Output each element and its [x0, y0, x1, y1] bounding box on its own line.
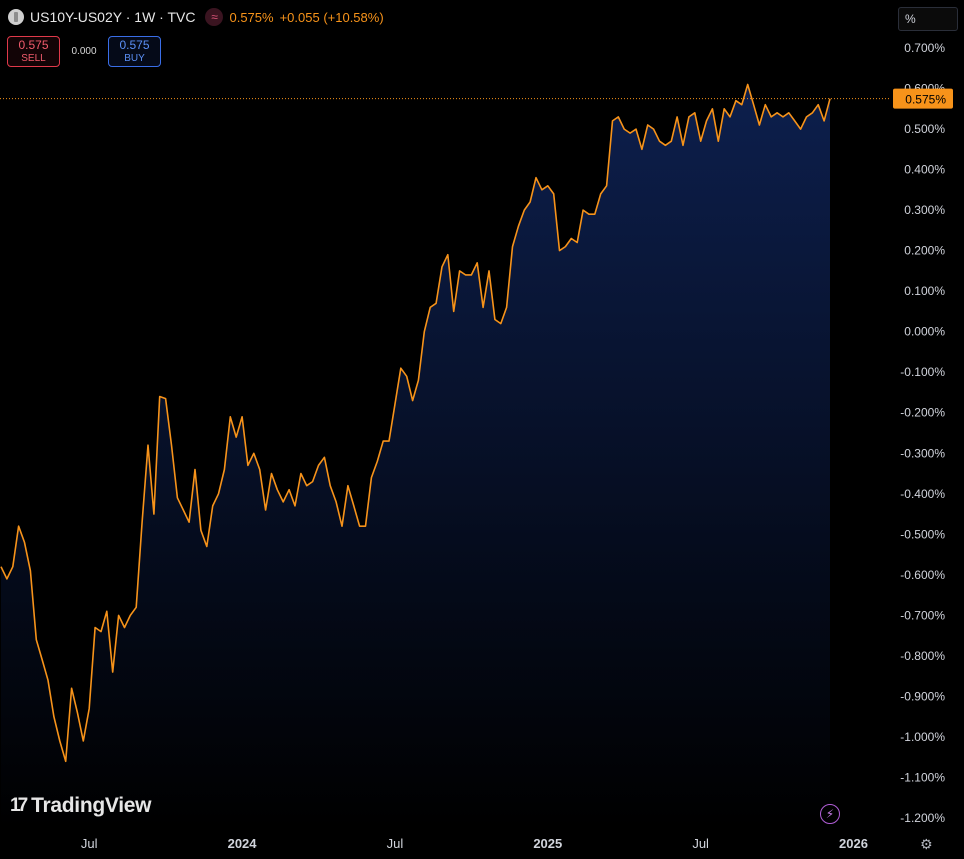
x-tick-label: Jul — [692, 836, 709, 851]
y-tick-label: 0.000% — [904, 325, 945, 339]
y-tick-label: -0.700% — [900, 608, 945, 622]
y-tick-label: -0.200% — [900, 406, 945, 420]
x-tick-label: Jul — [387, 836, 404, 851]
y-tick-label: 0.200% — [904, 244, 945, 258]
buy-label: BUY — [124, 52, 145, 64]
chart-legend: US10Y-US02Y · 1W · TVC ≈ 0.575% +0.055 (… — [8, 8, 384, 26]
trade-panel: 0.575 SELL 0.000 0.575 BUY — [7, 36, 161, 67]
price-change: +0.055 (+10.58%) — [279, 9, 384, 25]
x-tick-label: Jul — [81, 836, 98, 851]
brand-name: TradingView — [31, 794, 152, 817]
buy-price: 0.575 — [119, 37, 150, 52]
sell-label: SELL — [21, 52, 46, 64]
y-tick-label: -0.300% — [900, 446, 945, 460]
y-tick-label: 0.100% — [904, 284, 945, 298]
x-tick-label: 2024 — [228, 836, 258, 851]
y-tick-label: -0.900% — [900, 689, 945, 703]
x-tick-label: 2026 — [839, 836, 868, 851]
x-tick-label: 2025 — [533, 836, 562, 851]
wave-icon[interactable]: ≈ — [205, 8, 224, 26]
series-area — [1, 84, 830, 828]
y-tick-label: 0.500% — [904, 122, 945, 136]
y-tick-label: 0.400% — [904, 163, 945, 177]
y-tick-label: -1.000% — [900, 730, 945, 744]
scale-unit-select[interactable]: % — [898, 7, 958, 31]
y-tick-label: -0.500% — [900, 527, 945, 541]
brand[interactable]: 17 TradingView — [10, 794, 151, 818]
series-line[interactable] — [0, 83, 831, 763]
y-tick-label: -0.600% — [900, 568, 945, 582]
last-price-label: 0.575% — [905, 93, 946, 107]
buy-button[interactable]: 0.575 BUY — [108, 36, 161, 67]
sell-button[interactable]: 0.575 SELL — [7, 36, 60, 67]
symbol-title[interactable]: US10Y-US02Y · 1W · TVC — [30, 9, 196, 25]
gear-icon[interactable]: ⚙ — [920, 836, 933, 852]
y-tick-label: 0.300% — [904, 203, 945, 217]
y-tick-label: 0.700% — [904, 41, 945, 55]
y-tick-label: -0.800% — [900, 649, 945, 663]
y-tick-label: -1.200% — [900, 811, 945, 825]
y-tick-label: -1.100% — [900, 770, 945, 784]
lightning-icon[interactable]: ⚡ — [820, 804, 840, 824]
last-price: 0.575% — [229, 9, 274, 25]
y-tick-label: -0.100% — [900, 365, 945, 379]
tradingview-logo-icon: 17 — [10, 795, 28, 816]
y-tick-label: -0.400% — [900, 487, 945, 501]
sell-price: 0.575 — [18, 37, 49, 52]
symbol-logo-icon[interactable] — [8, 9, 24, 25]
spread-value: 0.000 — [71, 46, 97, 57]
last-price-badge — [893, 88, 953, 109]
